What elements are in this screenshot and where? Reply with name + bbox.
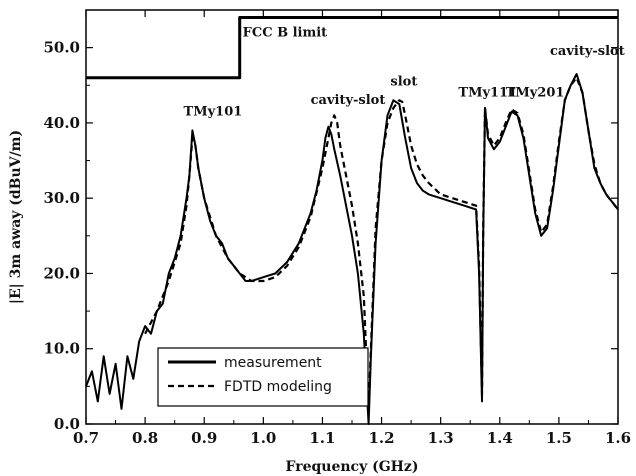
y-tick-label: 0.0 bbox=[54, 415, 80, 433]
y-tick-label: 30.0 bbox=[43, 189, 80, 207]
x-tick-label: 0.8 bbox=[132, 429, 158, 447]
annotation-tmy101: TMy101 bbox=[184, 104, 243, 119]
series-fdtd-modeling bbox=[144, 76, 619, 410]
x-axis-label: Frequency (GHz) bbox=[286, 459, 419, 475]
legend: measurement FDTD modeling bbox=[157, 347, 369, 407]
annotation-cavity-slot: cavity-slot bbox=[550, 44, 625, 59]
legend-box bbox=[157, 347, 369, 407]
axes: 0.7 0.8 0.9 1.0 1.1 1.2 1.3 1.4 1.5 1.6 0.0 10.0 20.… bbox=[8, 9, 631, 475]
y-tick-label: 20.0 bbox=[43, 264, 80, 282]
x-tick-label: 0.9 bbox=[191, 429, 217, 447]
x-tick-label: 1.5 bbox=[546, 429, 572, 447]
annotation-fcc-b-limit: FCC B limit bbox=[243, 25, 328, 40]
y-tick-label: 10.0 bbox=[43, 340, 80, 358]
x-tick-label: 1.6 bbox=[605, 429, 631, 447]
legend-label: measurement bbox=[224, 355, 322, 371]
x-tick-label: 0.7 bbox=[73, 429, 99, 447]
annotation-slot: slot bbox=[390, 74, 417, 89]
x-tick-label: 1.1 bbox=[309, 429, 335, 447]
series-fcc-b-limit bbox=[86, 16, 618, 80]
x-tick-label: 1.0 bbox=[250, 429, 276, 447]
legend-label: FDTD modeling bbox=[224, 379, 332, 395]
x-tick-label: 1.2 bbox=[369, 429, 395, 447]
y-tick-label: 40.0 bbox=[43, 114, 80, 132]
annotations: FCC B limit TMy101 cavity-slot slot TMy111TM… bbox=[184, 25, 625, 119]
x-tick-label: 1.4 bbox=[487, 429, 513, 447]
x-tick-label: 1.3 bbox=[428, 429, 454, 447]
series-layer bbox=[85, 16, 619, 425]
y-tick-label: 50.0 bbox=[43, 39, 80, 57]
y-axis-label: |E| 3m away (dBuV/m) bbox=[8, 130, 24, 304]
annotation-cavity-slot: cavity-slot bbox=[311, 93, 386, 108]
annotation-tmy201: TMy201 bbox=[506, 86, 565, 101]
annotation-tmy111: TMy111 bbox=[458, 86, 517, 101]
